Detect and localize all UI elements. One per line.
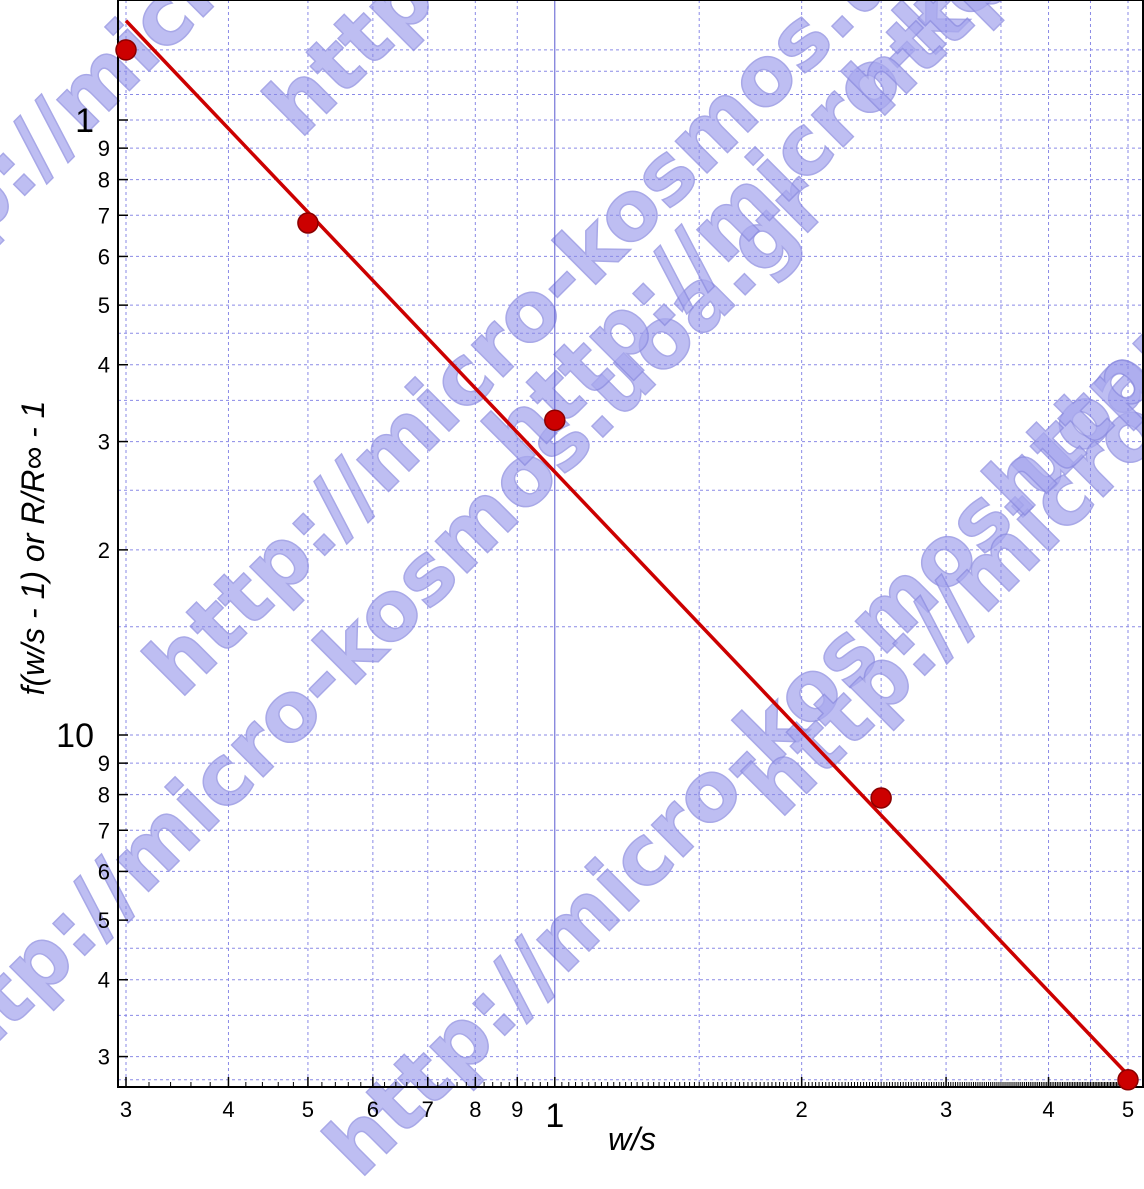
x-axis-title: w/s — [608, 1121, 656, 1157]
data-point — [544, 409, 566, 431]
y-tick-label: 3 — [98, 1045, 110, 1070]
fit-line — [124, 19, 1130, 1077]
y-tick-label: 4 — [98, 353, 110, 378]
data-point — [870, 787, 892, 809]
data-point — [115, 39, 137, 61]
x-tick-label: 6 — [367, 1097, 379, 1122]
y-tick-label: 7 — [98, 818, 110, 843]
x-tick-label: 3 — [940, 1097, 952, 1122]
y-tick-label: 9 — [98, 136, 110, 161]
y-tick-label: 8 — [98, 168, 110, 193]
fit-line-layer — [124, 19, 1130, 1077]
x-tick-label: 2 — [796, 1097, 808, 1122]
x-tick-label: 8 — [469, 1097, 481, 1122]
y-tick-label: 7 — [98, 203, 110, 228]
x-tick-label: 5 — [1122, 1097, 1134, 1122]
x-tick-label: 5 — [302, 1097, 314, 1122]
x-tick-label: 3 — [120, 1097, 132, 1122]
plot-frame — [117, 0, 1144, 1088]
y-tick-label: 2 — [98, 538, 110, 563]
x-tick-label: 1 — [545, 1097, 564, 1135]
data-points-layer — [115, 39, 1139, 1091]
y-tick-label: 4 — [98, 968, 110, 993]
y-tick-label: 10 — [56, 717, 94, 755]
y-tick-label: 6 — [98, 859, 110, 884]
watermark-text: http://micro-kosmos.uoa.gr — [827, 0, 1144, 134]
y-tick-label: 9 — [98, 751, 110, 776]
y-tick-label: 8 — [98, 783, 110, 808]
y-tick-label: 3 — [98, 430, 110, 455]
grid-lines — [118, 0, 1143, 1087]
x-tick-label: 7 — [422, 1097, 434, 1122]
y-tick-label: 5 — [98, 293, 110, 318]
y-axis-title: f(w/s - 1) or R/R∞ - 1 — [15, 401, 51, 696]
x-tick-label: 4 — [222, 1097, 234, 1122]
x-tick-label: 4 — [1042, 1097, 1054, 1122]
y-tick-label: 1 — [75, 102, 94, 140]
y-tick-label: 5 — [98, 908, 110, 933]
y-tick-label: 6 — [98, 244, 110, 269]
data-point — [297, 212, 319, 234]
data-point — [1117, 1069, 1139, 1091]
x-tick-label: 9 — [511, 1097, 523, 1122]
